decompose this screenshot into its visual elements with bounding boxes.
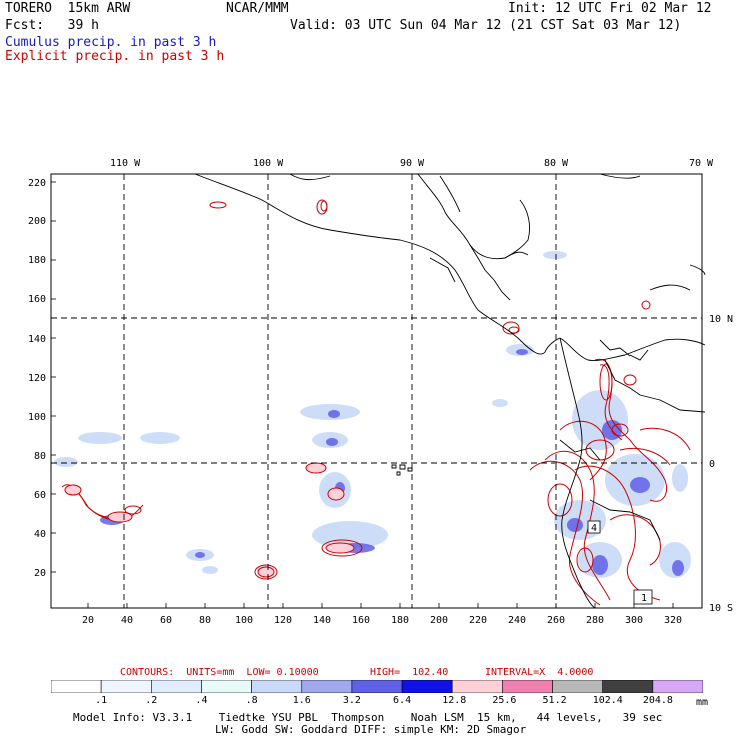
y-tick-label: 40 <box>34 529 46 540</box>
color-bar-level: .2 <box>145 695 158 706</box>
contour-high: HIGH= 102.40 <box>370 667 449 678</box>
lon-label-110w: 110 W <box>110 158 141 169</box>
latlon-grid <box>51 174 702 608</box>
color-bar-swatch <box>351 680 403 693</box>
color-bar-swatch <box>602 680 654 693</box>
x-tick-label: 220 <box>469 615 487 626</box>
color-bar-level: 6.4 <box>393 695 412 706</box>
color-bar-level: .4 <box>195 695 208 706</box>
station-markers: 4 1 <box>587 520 653 605</box>
model-title: TORERO 15km ARW <box>5 1 131 16</box>
x-tick-label: 300 <box>625 615 643 626</box>
lon-label-80w: 80 W <box>544 158 569 169</box>
color-bar-labels: .1 .2 .4 .8 1.6 3.2 6.4 12.8 25.6 51.2 102.4 204.8 <box>51 695 703 707</box>
color-bar-level: 102.4 <box>592 695 623 706</box>
color-bar-swatch <box>151 680 202 693</box>
x-tick-label: 20 <box>82 615 94 626</box>
color-bar-swatch <box>251 680 303 693</box>
field-cumulus-label: Cumulus precip. in past 3 h <box>5 35 217 50</box>
center-label: NCAR/MMM <box>226 1 289 16</box>
x-tick-label: 200 <box>430 615 448 626</box>
color-bar-swatch <box>451 680 503 693</box>
x-tick-label: 60 <box>160 615 172 626</box>
color-bar-swatch <box>201 680 252 693</box>
x-tick-label: 260 <box>547 615 565 626</box>
x-tick-label: 240 <box>508 615 526 626</box>
model-info: Model Info: V3.3.1 Tiedtke YSU PBL Thomp… <box>73 711 663 724</box>
x-tick-label: 80 <box>199 615 211 626</box>
color-bar-units: mm <box>696 697 709 708</box>
color-bar-swatch <box>301 680 353 693</box>
x-tick-label: 100 <box>235 615 253 626</box>
lon-label-90w: 90 W <box>400 158 425 169</box>
color-bar-level: 51.2 <box>542 695 567 706</box>
y-tick-label: 140 <box>28 334 46 345</box>
x-tick-label: 140 <box>313 615 331 626</box>
color-bar-swatch <box>552 680 603 693</box>
color-bar-level: 25.6 <box>492 695 517 706</box>
y-axis: 220 200 180 160 140 120 100 80 60 40 20 <box>28 178 46 579</box>
color-bar-level: 3.2 <box>342 695 361 706</box>
y-tick-label: 220 <box>28 178 46 189</box>
color-bar <box>51 680 703 693</box>
lat-label-0: 0 <box>709 459 715 470</box>
x-tick-label: 120 <box>274 615 292 626</box>
x-axis: 20 40 60 80 100 120 140 160 180 200 220 … <box>82 615 682 626</box>
color-bar-level: .1 <box>95 695 108 706</box>
x-tick-label: 160 <box>352 615 370 626</box>
color-bar-swatch <box>401 680 453 693</box>
physics-info: LW: Godd SW: Goddard DIFF: simple KM: 2D… <box>215 723 527 736</box>
valid-time: Valid: 03 UTC Sun 04 Mar 12 (21 CST Sat … <box>290 18 682 33</box>
init-time: Init: 12 UTC Fri 02 Mar 12 <box>508 1 712 16</box>
lat-label-10s: 10 S <box>709 603 733 614</box>
x-tick-label: 40 <box>121 615 133 626</box>
lon-label-100w: 100 W <box>253 158 284 169</box>
color-bar-swatch <box>100 680 152 693</box>
map-frame <box>50 173 703 609</box>
forecast-hour: Fcst: 39 h <box>5 18 99 33</box>
lat-label-10n: 10 N <box>709 314 733 325</box>
x-tick-label: 180 <box>391 615 409 626</box>
y-tick-label: 200 <box>28 216 46 227</box>
station-label: 4 <box>591 523 597 534</box>
y-tick-label: 180 <box>28 255 46 266</box>
y-tick-label: 20 <box>34 568 46 579</box>
y-tick-label: 160 <box>28 294 46 305</box>
color-bar-level: 1.6 <box>292 695 311 706</box>
y-tick-label: 80 <box>34 451 46 462</box>
color-bar-level: 204.8 <box>642 695 673 706</box>
x-tick-label: 280 <box>586 615 604 626</box>
color-bar-swatch <box>51 680 102 693</box>
coastlines <box>194 173 706 609</box>
station-label: 1 <box>641 593 647 604</box>
y-tick-label: 100 <box>28 412 46 423</box>
contour-info: CONTOURS: UNITS=mm LOW= 0.10000 <box>120 667 319 678</box>
field-explicit-label: Explicit precip. in past 3 h <box>5 49 225 64</box>
y-tick-label: 60 <box>34 490 46 501</box>
color-bar-swatch <box>502 680 553 693</box>
color-bar-level: .8 <box>245 695 258 706</box>
contour-interval: INTERVAL=X 4.0000 <box>485 667 594 678</box>
color-bar-level: 12.8 <box>442 695 467 706</box>
color-bar-swatch <box>652 680 703 693</box>
x-tick-label: 320 <box>664 615 682 626</box>
y-tick-label: 120 <box>28 373 46 384</box>
lon-label-70w: 70 W <box>689 158 714 169</box>
